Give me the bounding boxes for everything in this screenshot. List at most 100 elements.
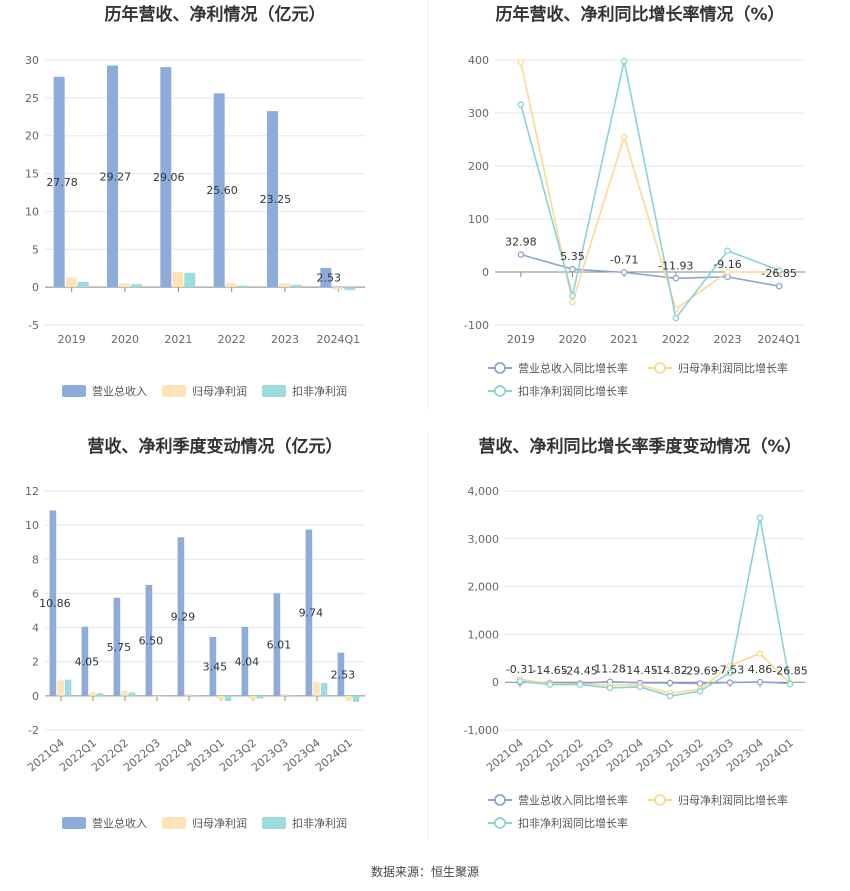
bar-3	[77, 281, 89, 288]
data-label: -29.69	[682, 665, 717, 678]
data-point-3	[726, 669, 734, 676]
legend-label: 营业总收入	[92, 816, 147, 830]
legend-label: 营业总收入同比增长率	[518, 361, 628, 375]
y-tick-label: 5	[32, 243, 39, 256]
bar-3	[352, 695, 360, 702]
bar-1	[53, 76, 65, 288]
data-point-1	[775, 282, 783, 290]
y-tick-label: 30	[25, 54, 39, 67]
bar-3	[344, 287, 356, 291]
y-tick-label: 300	[468, 107, 489, 120]
data-label: 4.05	[75, 655, 100, 668]
data-label: 11.28	[594, 663, 626, 676]
data-point-3	[724, 247, 731, 255]
bar-3	[128, 692, 136, 696]
bar-3	[192, 695, 200, 696]
data-label: 25.60	[206, 184, 238, 197]
data-point-3	[672, 314, 680, 322]
legend-marker	[494, 794, 506, 806]
bar-2	[313, 682, 320, 696]
bar-1	[81, 626, 89, 696]
bar-3	[256, 695, 264, 699]
x-tick-label: 2022	[662, 333, 690, 346]
chart-title: 营收、净利季度变动情况（亿元）	[88, 436, 343, 457]
bar-1	[209, 636, 217, 696]
bar-1	[273, 593, 281, 696]
chart-panel-4: 营收、净利同比增长率季度变动情况（%） -1,000 0 1,000 2,000 3,00…	[464, 436, 808, 830]
data-label: -24.45	[562, 664, 597, 677]
bar-3	[64, 679, 72, 696]
data-label: 5.35	[560, 250, 585, 263]
bar-3	[96, 693, 104, 696]
bar-2	[121, 690, 128, 696]
y-tick-label: 1,000	[468, 628, 500, 641]
y-tick-label: 25	[25, 92, 39, 105]
data-point-2	[620, 133, 628, 141]
data-label: 2.53	[331, 668, 356, 681]
bar-2	[65, 277, 77, 288]
bar-1	[113, 597, 121, 696]
data-label: -14.82	[652, 664, 687, 677]
x-tick-label: 2020	[111, 333, 139, 346]
legend-marker	[494, 385, 506, 397]
data-point-3	[636, 683, 644, 691]
bar-2	[57, 680, 64, 696]
data-point-3	[569, 292, 576, 300]
x-tick-label: 2021	[164, 333, 192, 346]
bar-1	[241, 626, 249, 696]
y-tick-label: 0	[492, 676, 499, 689]
data-label: 4.04	[235, 655, 260, 668]
data-point-3	[786, 680, 794, 688]
legend-label: 扣非净利润同比增长率	[518, 384, 628, 398]
bar-1	[177, 537, 185, 696]
bar-1	[145, 584, 153, 696]
data-point-1	[517, 251, 525, 258]
bar-3	[288, 695, 296, 696]
x-tick-label: 2022	[218, 333, 246, 346]
x-tick-label: 2021	[610, 333, 638, 346]
legend-swatch	[262, 385, 286, 397]
y-tick-label: 400	[468, 54, 489, 67]
bar-1	[160, 67, 172, 288]
legend-label: 营业总收入	[92, 384, 147, 398]
series-line-3	[520, 60, 780, 320]
data-label: 6.50	[139, 634, 164, 647]
legend-swatch	[162, 817, 186, 829]
bar-1	[320, 267, 332, 288]
data-label: -26.85	[761, 267, 796, 280]
data-point-2	[756, 650, 764, 657]
data-point-1	[620, 269, 628, 276]
bar-2	[217, 695, 224, 700]
legend-swatch	[262, 817, 286, 829]
legend-label: 营业总收入同比增长率	[518, 793, 628, 807]
bar-2	[89, 692, 96, 696]
y-tick-label: 0	[32, 281, 39, 294]
data-point-3	[546, 681, 554, 688]
data-point-1	[672, 275, 680, 282]
bar-2	[281, 694, 288, 696]
data-label: 23.25	[260, 193, 292, 206]
bar-2	[332, 287, 344, 290]
data-point-2	[569, 298, 576, 306]
source-note: 数据来源：恒生聚源	[371, 864, 479, 879]
legend-label: 归母净利润同比增长率	[678, 361, 788, 375]
x-tick-label: 2024Q1	[757, 333, 801, 346]
legend-marker	[654, 362, 666, 374]
data-point-3	[756, 514, 764, 522]
y-tick-label: 0	[32, 690, 39, 703]
data-label: 32.98	[505, 236, 537, 249]
y-tick-label: 6	[32, 587, 39, 600]
legend-swatch	[62, 385, 86, 397]
data-label: -14.65	[532, 664, 567, 677]
data-label: 3.45	[203, 660, 228, 673]
legend-marker	[494, 362, 506, 374]
x-tick-label: 2024Q1	[313, 736, 355, 774]
bar-1	[213, 93, 225, 288]
bar-3	[291, 284, 302, 288]
bar-2	[279, 283, 290, 288]
x-tick-label: 2023	[714, 333, 742, 346]
y-tick-label: 12	[25, 485, 39, 498]
data-point-1	[666, 679, 674, 687]
bar-3	[320, 683, 328, 696]
data-label: 2.53	[316, 272, 341, 285]
